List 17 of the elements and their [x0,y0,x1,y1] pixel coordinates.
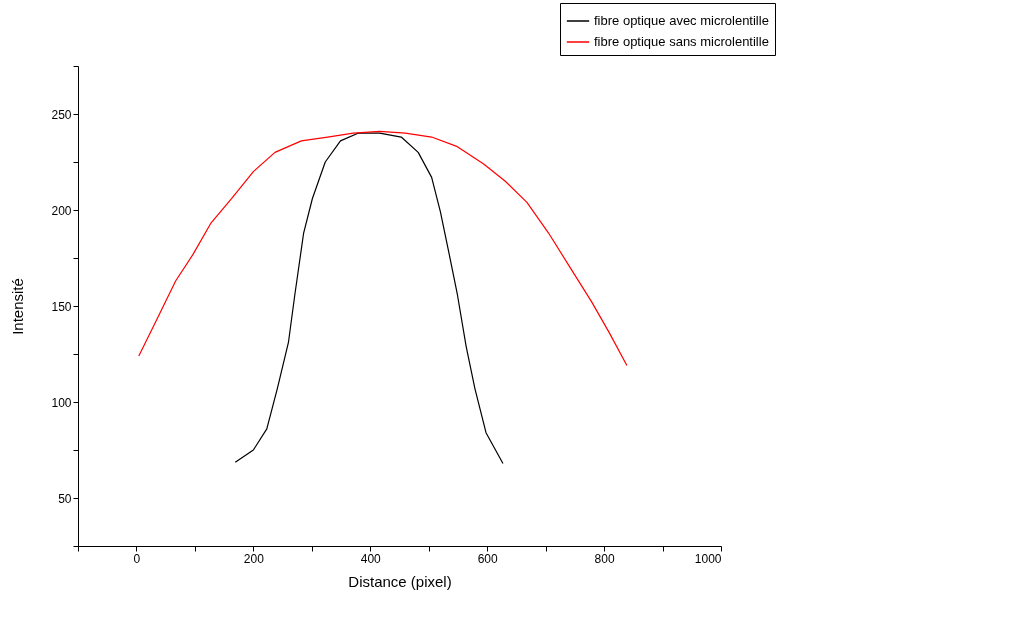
y-axis-title: Intensité [9,278,27,335]
x-tick-label: 200 [243,551,265,566]
y-tick-label: 200 [51,203,72,218]
y-tick-label: 100 [51,395,72,410]
legend-label: fibre optique sans microlentille [594,34,769,49]
y-tick-label: 150 [51,299,72,314]
y-tick-label: 250 [51,107,72,122]
legend-label: fibre optique avec microlentille [594,13,769,28]
x-tick-label: 0 [133,551,141,566]
line-series [234,132,504,465]
x-axis-title: Distance (pixel) [348,572,452,590]
x-tick-label: 400 [360,551,382,566]
y-tick-label: 50 [58,491,72,506]
x-tick-label: 1000 [694,551,722,566]
x-tick-label: 600 [477,551,499,566]
x-tick-label: 800 [594,551,615,566]
line-series [138,130,628,367]
